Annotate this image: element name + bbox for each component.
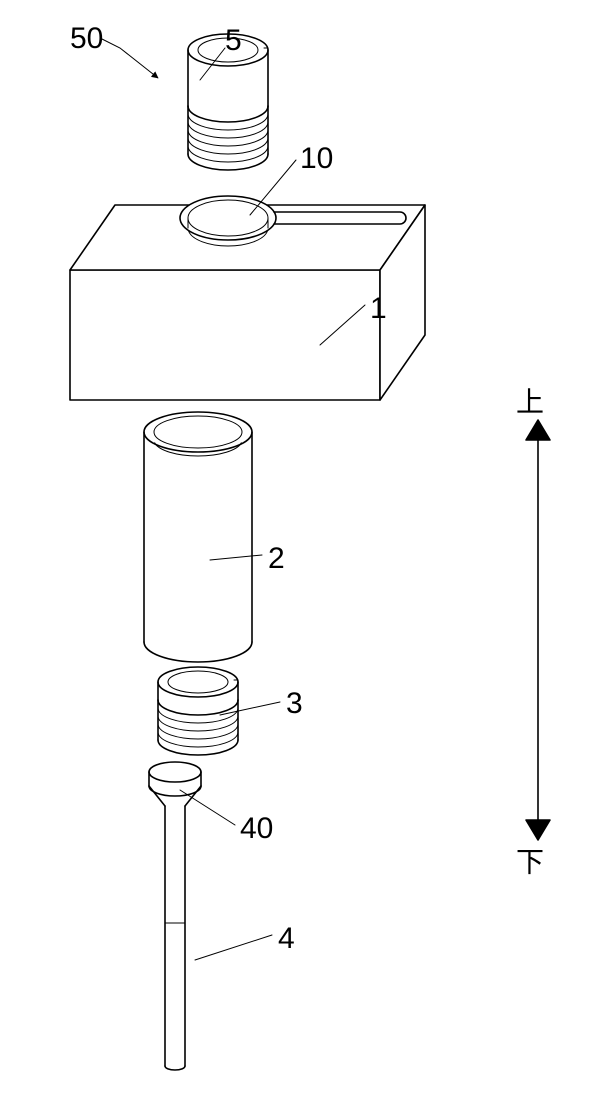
part-2-sleeve: [144, 412, 252, 662]
label-p1: 1: [370, 292, 387, 325]
label-p3: 3: [286, 687, 303, 720]
part-3-lower-bushing: [158, 667, 238, 755]
labels: 5 50 10 1 2 3 40 4 上下: [70, 22, 544, 955]
label-p40: 40: [240, 812, 273, 845]
label-down: 下: [516, 847, 544, 878]
part-4-pin: [149, 762, 201, 1070]
label-p50: 50: [70, 22, 103, 55]
leader-lines: [100, 38, 365, 960]
label-p2: 2: [268, 542, 285, 575]
label-p10: 10: [300, 142, 333, 175]
label-up: 上: [516, 387, 544, 418]
label-p5: 5: [225, 24, 242, 57]
label-p4: 4: [278, 922, 295, 955]
orientation-arrow: [526, 420, 550, 840]
